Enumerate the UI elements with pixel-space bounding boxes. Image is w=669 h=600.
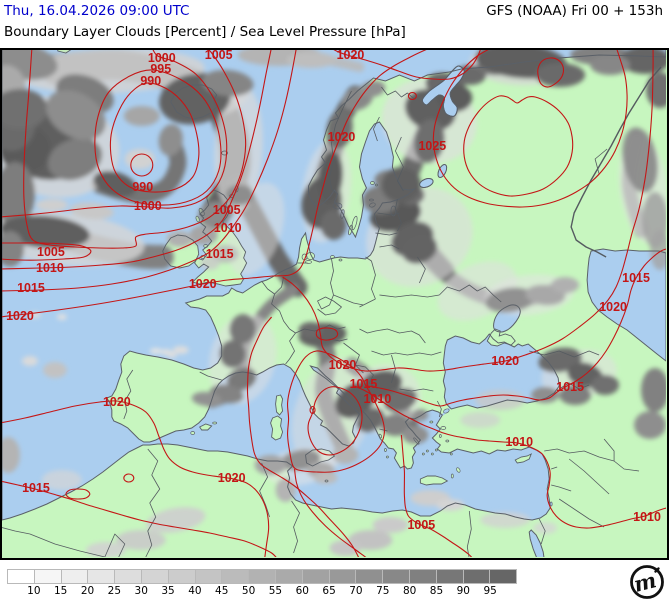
legend-tick-label: 80 (402, 585, 417, 597)
legend-tick-label: 50 (241, 585, 256, 597)
legend-swatch (33, 569, 61, 584)
legend-tick-label: 75 (376, 585, 390, 597)
isobar-label: 1015 (350, 377, 378, 391)
isobar-label: 1015 (622, 271, 650, 285)
legend-tick-label: 15 (53, 585, 68, 597)
legend-tick-label: 90 (456, 585, 470, 597)
isobar-label: 1005 (407, 518, 435, 532)
legend-swatch (60, 569, 88, 584)
isobar-label: 1025 (418, 139, 446, 153)
legend-swatch (328, 569, 356, 584)
isobar-label: 995 (150, 62, 171, 76)
model-forecast-info: GFS (NOAA) Fri 00 + 153h (486, 3, 663, 19)
legend-swatch (167, 569, 195, 584)
isobar-label: 1020 (337, 50, 365, 62)
isobar-label: 1010 (633, 510, 661, 524)
logo-accent-mark (654, 567, 660, 573)
legend-swatch (87, 569, 115, 584)
legend-swatch (301, 569, 329, 584)
legend-swatch (194, 569, 222, 584)
legend-tick-label: 10 (27, 585, 41, 597)
legend-tick-label: 55 (268, 585, 283, 597)
isobar-label: 1020 (329, 358, 357, 372)
legend-tick-label: 40 (188, 585, 202, 597)
isobar-label: 1020 (189, 277, 217, 291)
header-row: Thu, 16.04.2026 09:00 UTC GFS (NOAA) Fri… (4, 3, 665, 22)
legend-tick-label: 65 (322, 585, 336, 597)
isobar-label: 1010 (364, 392, 392, 406)
legend-tick-label: 35 (161, 585, 175, 597)
legend-swatch (489, 569, 518, 584)
legend-swatch (114, 569, 141, 584)
isobar-label: 1010 (505, 435, 533, 449)
isobar-label: 1005 (205, 50, 233, 62)
legend-swatch (274, 569, 302, 584)
legend-swatch (7, 569, 34, 584)
legend-swatch (140, 569, 168, 584)
isobar-label: 1000 (148, 51, 176, 65)
legend-swatch (435, 569, 463, 584)
legend-tick-label: 30 (134, 585, 148, 597)
isobar-label: 990 (132, 180, 153, 194)
isobar-label: 1010 (36, 261, 64, 275)
logo-circle (630, 565, 664, 599)
isobar-label: 1015 (206, 247, 234, 261)
isobar-label: 1020 (6, 309, 34, 323)
isobar-label: 1020 (103, 395, 131, 409)
legend-tick-label: 70 (349, 585, 363, 597)
legend-swatch (221, 569, 249, 584)
isobar-label: 1010 (214, 221, 242, 235)
coastline-layer (2, 50, 666, 557)
map-title: Boundary Layer Clouds [Percent] / Sea Le… (4, 24, 406, 40)
legend-swatch (462, 569, 490, 584)
brand-logo: m (630, 565, 664, 599)
isobar-label: 1005 (213, 203, 241, 217)
isobar-label: 1020 (491, 354, 519, 368)
isobar-label: 1020 (599, 300, 627, 314)
isobar-label: 1015 (17, 281, 45, 295)
isobar-labels: 9909909951000100010051005100510051010101… (6, 50, 661, 532)
map-frame: 990 990 995 1000 1000 1005 1005 1005 1005 1010 101… (0, 48, 669, 560)
run-datetime: Thu, 16.04.2026 09:00 UTC (4, 3, 190, 19)
isobar-label: 1020 (328, 130, 356, 144)
isobar-lines (2, 50, 666, 557)
legend-tick-label: 20 (80, 585, 95, 597)
weather-map: 9909909951000100010051005100510051010101… (2, 50, 666, 557)
legend-swatch (408, 569, 436, 584)
legend-tick-label: 95 (483, 585, 497, 597)
isobar-label: 1015 (556, 380, 584, 394)
isobar-label: 1015 (22, 481, 50, 495)
legend-tick-label: 60 (295, 585, 309, 597)
isobar-label: 1020 (218, 471, 246, 485)
isobar-label: 1005 (37, 245, 65, 259)
legend-tick-label: 85 (429, 585, 444, 597)
legend-tick-label: 25 (107, 585, 122, 597)
legend-tick-label: 45 (215, 585, 229, 597)
legend-swatch (355, 569, 383, 584)
isobar-label: 1000 (134, 199, 162, 213)
legend-swatch (382, 569, 409, 584)
legend-colorbar (7, 569, 518, 584)
country-borders (2, 66, 662, 557)
legend-tick-labels: 10 15 20 25 30 35 40 45 50 55 60 65 70 75 80 85 90 95 (7, 585, 517, 597)
legend-swatch (248, 569, 275, 584)
isobar-label: 990 (140, 74, 161, 88)
